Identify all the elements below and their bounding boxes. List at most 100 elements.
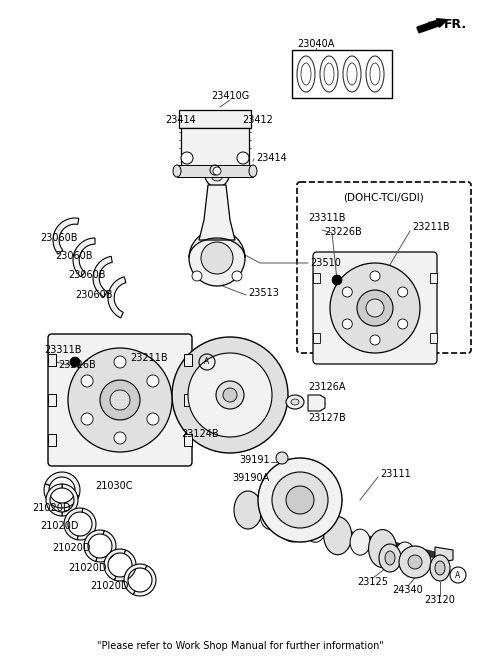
FancyBboxPatch shape [48, 334, 192, 466]
Circle shape [216, 381, 244, 409]
Polygon shape [44, 484, 79, 508]
Circle shape [370, 335, 380, 345]
Circle shape [399, 546, 431, 578]
Polygon shape [45, 472, 80, 496]
Polygon shape [77, 508, 96, 540]
Text: 23060B: 23060B [40, 233, 77, 243]
Circle shape [232, 271, 242, 281]
Bar [313, 273, 320, 283]
Ellipse shape [173, 165, 181, 177]
Polygon shape [133, 565, 156, 596]
Circle shape [276, 452, 288, 464]
Polygon shape [108, 277, 126, 318]
Text: 23513: 23513 [248, 288, 279, 298]
Polygon shape [96, 530, 116, 562]
Bar [177, 165, 253, 177]
Ellipse shape [279, 504, 307, 542]
Text: 23126A: 23126A [308, 382, 346, 392]
Circle shape [366, 299, 384, 317]
Text: 23226B: 23226B [58, 360, 96, 370]
Ellipse shape [379, 544, 401, 572]
Circle shape [398, 287, 408, 297]
Polygon shape [199, 185, 235, 240]
Bar [430, 333, 437, 343]
Text: 23060B: 23060B [68, 270, 106, 280]
Bar [184, 394, 192, 406]
Ellipse shape [261, 503, 280, 530]
Ellipse shape [395, 542, 415, 568]
Circle shape [181, 152, 193, 164]
Text: 23120: 23120 [425, 595, 456, 605]
Circle shape [100, 380, 140, 420]
Text: 23414: 23414 [165, 115, 196, 125]
Polygon shape [46, 484, 62, 516]
Text: 21030C: 21030C [95, 481, 132, 491]
Circle shape [114, 356, 126, 368]
Ellipse shape [385, 551, 395, 565]
Circle shape [370, 271, 380, 281]
Circle shape [110, 390, 130, 410]
Text: "Please refer to Work Shop Manual for further information": "Please refer to Work Shop Manual for fu… [96, 641, 384, 651]
Circle shape [201, 242, 233, 274]
Text: 23226B: 23226B [324, 227, 362, 237]
Text: 21020D: 21020D [68, 563, 107, 573]
Bar [179, 110, 251, 128]
Circle shape [223, 388, 237, 402]
Text: 23211B: 23211B [412, 222, 450, 232]
Text: 23311B: 23311B [308, 213, 346, 223]
Text: 23414: 23414 [256, 153, 287, 163]
FancyBboxPatch shape [313, 252, 437, 364]
Circle shape [211, 169, 223, 181]
Text: 39190A: 39190A [233, 473, 270, 483]
Polygon shape [115, 550, 136, 581]
Circle shape [330, 263, 420, 353]
Ellipse shape [291, 399, 299, 405]
Bar [292, 50, 392, 98]
Circle shape [342, 319, 352, 329]
Text: 23124B: 23124B [181, 429, 219, 439]
Bar [184, 434, 192, 446]
Ellipse shape [305, 516, 325, 542]
Text: A: A [456, 571, 461, 579]
FancyArrow shape [417, 19, 447, 33]
Text: 23311B: 23311B [44, 345, 82, 355]
Circle shape [114, 432, 126, 444]
Circle shape [286, 486, 314, 514]
Ellipse shape [234, 491, 262, 529]
Ellipse shape [350, 529, 370, 555]
Circle shape [188, 353, 272, 437]
Circle shape [258, 458, 342, 542]
Circle shape [70, 357, 80, 367]
Circle shape [189, 230, 245, 286]
Bar [48, 394, 56, 406]
Bar [313, 333, 320, 343]
Circle shape [272, 472, 328, 528]
Ellipse shape [286, 395, 304, 409]
Text: 23412: 23412 [242, 115, 273, 125]
Ellipse shape [369, 530, 396, 567]
Text: 21020D: 21020D [32, 503, 71, 513]
Polygon shape [73, 238, 95, 277]
Polygon shape [53, 218, 79, 254]
Polygon shape [62, 484, 78, 516]
Ellipse shape [435, 561, 445, 575]
Text: FR.: FR. [444, 17, 467, 30]
Text: 23111: 23111 [380, 469, 411, 479]
Text: 23510: 23510 [310, 258, 341, 268]
Circle shape [147, 413, 159, 425]
Circle shape [81, 413, 93, 425]
Circle shape [81, 375, 93, 387]
Text: 21020D: 21020D [90, 581, 129, 591]
Text: A: A [204, 357, 210, 367]
Text: (DOHC-TCI/GDI): (DOHC-TCI/GDI) [343, 193, 423, 203]
Text: 23060B: 23060B [55, 251, 93, 261]
Circle shape [398, 319, 408, 329]
Circle shape [332, 275, 342, 285]
Text: 21020D: 21020D [52, 543, 91, 553]
Bar [430, 273, 437, 283]
Circle shape [357, 290, 393, 326]
Polygon shape [93, 256, 112, 297]
Text: 23127B: 23127B [308, 413, 346, 423]
Polygon shape [104, 549, 125, 580]
Polygon shape [435, 547, 453, 563]
